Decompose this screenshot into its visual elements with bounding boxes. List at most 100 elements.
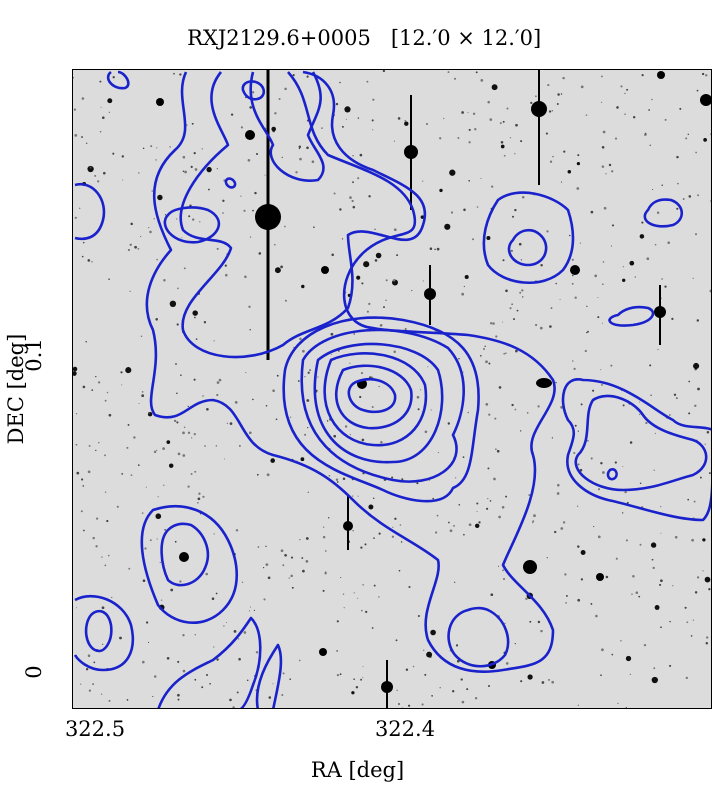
- contour-line: [643, 198, 684, 228]
- faint-source: [491, 84, 498, 91]
- faint-source: [468, 523, 472, 527]
- faint-source: [610, 364, 613, 367]
- faint-source: [625, 707, 627, 708]
- faint-source: [307, 491, 310, 494]
- faint-source: [621, 512, 624, 514]
- faint-source: [373, 537, 375, 539]
- faint-source: [651, 558, 654, 561]
- faint-source: [600, 369, 602, 371]
- faint-source: [449, 169, 456, 176]
- x-tick-label: 322.5: [64, 717, 126, 741]
- faint-source: [213, 340, 215, 342]
- faint-source: [505, 495, 508, 498]
- faint-source: [424, 673, 427, 676]
- faint-source: [551, 437, 554, 439]
- faint-source: [399, 524, 402, 526]
- faint-source: [173, 419, 177, 423]
- faint-source: [426, 123, 428, 125]
- faint-source: [600, 674, 602, 677]
- faint-source: [230, 113, 234, 116]
- faint-source: [474, 128, 477, 131]
- faint-source: [222, 212, 224, 214]
- faint-source: [104, 454, 106, 457]
- faint-source: [487, 467, 490, 470]
- faint-source: [672, 585, 674, 587]
- faint-source: [202, 395, 204, 397]
- faint-source: [436, 247, 440, 251]
- faint-source: [576, 187, 580, 190]
- faint-source: [298, 145, 302, 149]
- faint-source: [395, 639, 398, 642]
- faint-source: [339, 81, 341, 84]
- faint-source: [298, 147, 301, 150]
- faint-source: [87, 165, 94, 173]
- faint-source: [404, 327, 407, 331]
- contour-line: [106, 70, 130, 90]
- faint-source: [656, 211, 660, 215]
- faint-source: [284, 225, 286, 228]
- faint-source: [108, 413, 112, 417]
- faint-source: [463, 208, 466, 212]
- faint-source: [437, 451, 439, 454]
- faint-source: [560, 527, 564, 530]
- faint-source: [194, 678, 197, 681]
- contour-line: [347, 377, 397, 414]
- faint-source: [474, 696, 478, 700]
- faint-source: [104, 399, 107, 402]
- faint-source: [527, 674, 533, 680]
- faint-source: [500, 144, 505, 149]
- faint-source: [514, 153, 516, 155]
- faint-source: [355, 685, 359, 689]
- faint-source: [427, 366, 429, 368]
- faint-source: [215, 592, 218, 595]
- faint-source: [272, 683, 274, 685]
- faint-source: [349, 362, 351, 364]
- bright-star: [570, 265, 580, 275]
- faint-source: [101, 556, 103, 558]
- faint-source: [363, 261, 370, 268]
- faint-source: [205, 673, 209, 677]
- faint-source: [192, 218, 195, 221]
- faint-source: [95, 449, 97, 452]
- faint-source: [380, 441, 383, 444]
- faint-source: [116, 505, 119, 508]
- faint-source: [225, 621, 228, 624]
- faint-source: [611, 170, 614, 173]
- faint-source: [92, 536, 95, 540]
- faint-source: [560, 181, 563, 183]
- faint-source: [574, 424, 577, 427]
- faint-source: [393, 140, 395, 142]
- faint-source: [302, 569, 305, 573]
- faint-source: [625, 655, 632, 662]
- faint-source: [278, 98, 281, 100]
- bright-star: [245, 130, 255, 140]
- faint-source: [240, 195, 242, 197]
- faint-source: [362, 584, 364, 586]
- faint-source: [467, 411, 470, 414]
- faint-source: [182, 170, 185, 173]
- faint-source: [306, 75, 309, 78]
- faint-source: [692, 277, 694, 280]
- faint-source: [397, 702, 401, 706]
- faint-source: [156, 258, 158, 261]
- bright-star: [424, 288, 436, 300]
- faint-source: [526, 412, 529, 414]
- faint-source: [226, 422, 228, 424]
- faint-source: [580, 403, 583, 406]
- faint-source: [243, 631, 247, 634]
- faint-source: [169, 146, 171, 148]
- faint-source: [629, 673, 631, 675]
- faint-source: [282, 672, 285, 675]
- faint-source: [160, 599, 163, 601]
- faint-source: [375, 252, 382, 259]
- faint-source: [562, 76, 565, 80]
- xray-contours: [73, 70, 711, 708]
- faint-source: [335, 478, 339, 481]
- faint-source: [601, 101, 603, 103]
- faint-source: [660, 626, 662, 629]
- faint-source: [520, 680, 523, 683]
- faint-source: [685, 676, 688, 680]
- faint-source: [710, 200, 711, 202]
- faint-source: [602, 471, 605, 474]
- faint-source: [533, 514, 536, 518]
